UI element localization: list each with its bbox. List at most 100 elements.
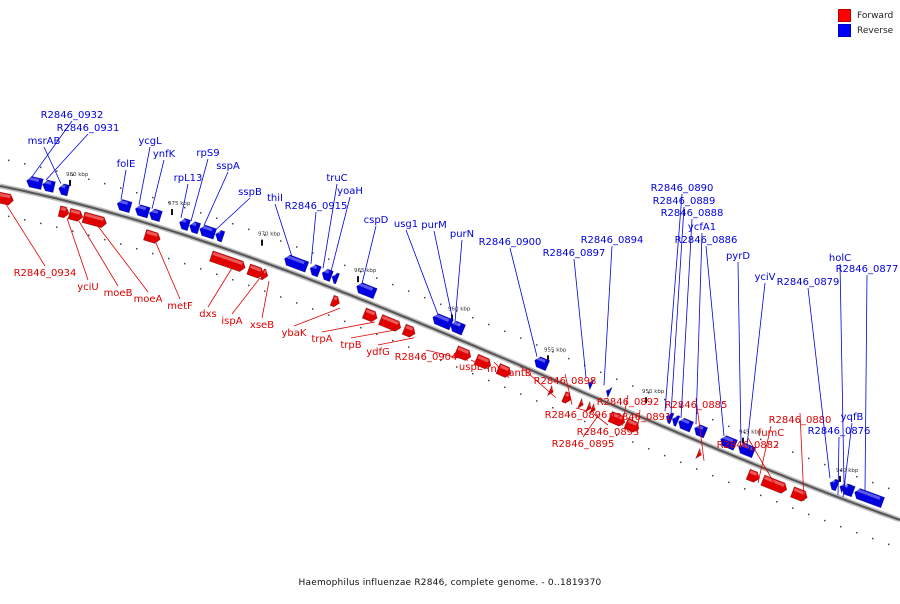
gene-arrow[interactable]	[330, 272, 340, 285]
gene-arrow[interactable]	[361, 307, 379, 323]
gene-arrow[interactable]	[198, 224, 218, 240]
gene-arrow[interactable]	[188, 220, 202, 235]
gene-arrow[interactable]	[67, 207, 84, 222]
gene-arrow[interactable]	[81, 211, 108, 229]
gene-arrow[interactable]	[676, 417, 695, 433]
gene-r2846-0931[interactable]	[41, 179, 56, 193]
gene-arrow[interactable]	[533, 355, 551, 372]
gene-metf[interactable]	[142, 229, 162, 244]
gene-arrow[interactable]	[853, 487, 885, 509]
gene-yciu[interactable]	[57, 205, 70, 219]
gene-arrow[interactable]	[283, 254, 310, 273]
gene-arrow[interactable]	[760, 474, 789, 495]
gene-r2846-0893[interactable]	[584, 400, 593, 414]
gene-arrow[interactable]	[134, 204, 151, 219]
gene-r2846-0934[interactable]	[0, 190, 15, 206]
gene-rpl13[interactable]	[178, 217, 192, 232]
gene-ydfg[interactable]	[401, 323, 417, 339]
gene-arrow[interactable]	[842, 483, 852, 496]
gene-uspe[interactable]	[473, 353, 493, 370]
gene-msrab[interactable]	[57, 183, 71, 197]
gene-purn[interactable]	[454, 322, 465, 335]
gene-r2846-0904[interactable]	[453, 345, 473, 362]
gene-r2846-0879[interactable]	[828, 478, 840, 492]
gene-arrow[interactable]	[209, 250, 247, 273]
gene-truc[interactable]	[320, 268, 334, 282]
gene-r2846-0885[interactable]	[694, 447, 704, 460]
gene-antb[interactable]	[546, 384, 555, 397]
gene-ynfk[interactable]	[148, 208, 163, 223]
gene-r2846-0915[interactable]	[308, 263, 322, 278]
gene-arrow[interactable]	[0, 190, 15, 206]
gene-arrow[interactable]	[355, 281, 378, 300]
gene-arrow[interactable]	[454, 322, 465, 335]
gene-arrow[interactable]	[495, 363, 513, 379]
gene-trpa[interactable]	[361, 307, 379, 323]
gene-arrow[interactable]	[623, 417, 641, 434]
gene-arrow[interactable]	[148, 208, 163, 223]
gene-arrow[interactable]	[586, 378, 595, 391]
gene-arrow[interactable]	[588, 402, 597, 415]
gene-fnr[interactable]	[495, 363, 513, 379]
gene-dxs[interactable]	[209, 250, 247, 273]
gene-r2846-0889[interactable]	[670, 414, 681, 427]
gene-sspb[interactable]	[214, 229, 226, 243]
gene-r2846-0896[interactable]	[576, 397, 585, 410]
gene-arrow[interactable]	[453, 345, 473, 362]
gene-r2846-0894[interactable]	[604, 386, 613, 399]
gene-r2846-0880[interactable]	[789, 486, 809, 503]
gene-arrow[interactable]	[116, 198, 133, 214]
gene-thii[interactable]	[283, 254, 310, 273]
gene-arrow[interactable]	[576, 397, 585, 410]
gene-arrow[interactable]	[789, 486, 809, 503]
gene-r2846-0877[interactable]	[853, 487, 885, 509]
gene-moea[interactable]	[81, 211, 108, 229]
gene-ycgl[interactable]	[134, 204, 151, 219]
gene-r2846-0892[interactable]	[607, 410, 627, 427]
gene-ybak[interactable]	[329, 294, 341, 308]
gene-xseb[interactable]	[259, 268, 269, 281]
gene-r2846-0895[interactable]	[588, 402, 597, 415]
gene-r2846-0886[interactable]	[719, 434, 738, 451]
gene-arrow[interactable]	[746, 445, 757, 459]
gene-arrow[interactable]	[178, 217, 192, 232]
gene-arrow[interactable]	[584, 400, 593, 414]
gene-fumc[interactable]	[745, 468, 761, 484]
gene-arrow[interactable]	[142, 229, 162, 244]
gene-arrow[interactable]	[246, 263, 266, 280]
gene-sspa[interactable]	[198, 224, 218, 240]
gene-arrow[interactable]	[473, 353, 493, 370]
gene-arrow[interactable]	[719, 434, 738, 451]
gene-arrow[interactable]	[41, 179, 56, 193]
gene-ispa[interactable]	[246, 263, 266, 280]
gene-arrow[interactable]	[828, 478, 840, 492]
gene-r2846-0900[interactable]	[533, 355, 551, 372]
gene-features[interactable]	[0, 175, 885, 509]
gene-arrow[interactable]	[329, 294, 341, 308]
gene-arrow[interactable]	[320, 268, 334, 282]
gene-arrow[interactable]	[214, 229, 226, 243]
gene-arrow[interactable]	[259, 268, 269, 281]
gene-yciv[interactable]	[746, 445, 757, 459]
gene-arrow[interactable]	[546, 384, 555, 397]
gene-r2846-0891[interactable]	[623, 417, 641, 434]
gene-arrow[interactable]	[308, 263, 322, 278]
gene-arrow[interactable]	[745, 468, 761, 484]
gene-arrow[interactable]	[694, 447, 704, 460]
gene-arrow[interactable]	[25, 175, 44, 191]
gene-r2846-0888[interactable]	[676, 417, 695, 433]
gene-yoah[interactable]	[330, 272, 340, 285]
gene-r2846-0932[interactable]	[25, 175, 44, 191]
gene-r2846-0897[interactable]	[586, 378, 595, 391]
gene-r2846-0882[interactable]	[760, 474, 789, 495]
gene-fole[interactable]	[116, 198, 133, 214]
gene-arrow[interactable]	[378, 314, 403, 332]
gene-yqfb[interactable]	[842, 483, 852, 496]
gene-arrow[interactable]	[670, 414, 681, 427]
gene-moeb[interactable]	[67, 207, 84, 222]
gene-arrow[interactable]	[604, 386, 613, 399]
gene-rps9[interactable]	[188, 220, 202, 235]
gene-trpb[interactable]	[378, 314, 403, 332]
